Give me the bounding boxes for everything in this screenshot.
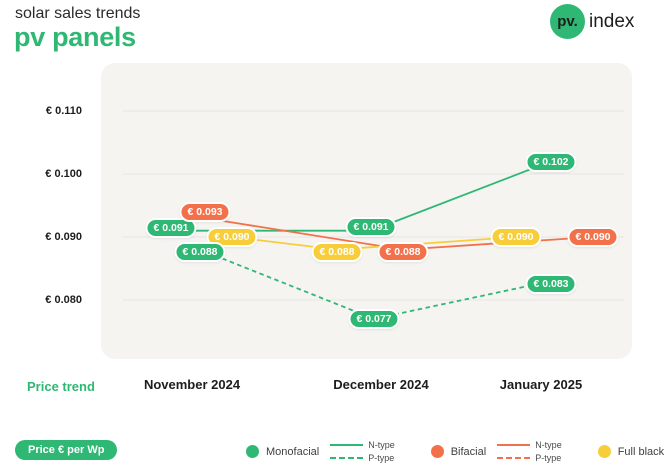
price-label-pill: € 0.077 — [348, 309, 400, 329]
solid-line-icon — [330, 444, 364, 446]
price-label-pill: € 0.091 — [345, 217, 397, 237]
y-tick-label: € 0.100 — [45, 168, 82, 180]
solid-line-icon — [497, 444, 531, 446]
y-tick-label: € 0.080 — [45, 294, 82, 306]
line-type-label: N-type — [368, 440, 395, 450]
legend-line-samples: N-type P-type — [330, 440, 395, 463]
line-type-label: N-type — [535, 440, 562, 450]
bifacial-dot-icon — [430, 445, 444, 458]
price-label-pill: € 0.102 — [525, 152, 577, 172]
monofacial-dot-icon — [246, 445, 259, 458]
unit-badge: Price € per Wp — [15, 440, 118, 460]
dashed-line-icon — [330, 457, 364, 459]
price-label-pill: € 0.088 — [311, 242, 363, 262]
price-label-pill: € 0.088 — [377, 242, 429, 262]
price-label-pill: € 0.083 — [525, 274, 577, 294]
line-type-label: P-type — [535, 453, 562, 463]
price-label-pill: € 0.090 — [567, 227, 619, 247]
price-label-pill: € 0.091 — [145, 218, 197, 238]
legend-group-bifacial: Bifacial N-type P-type — [430, 440, 562, 463]
page-subtitle: solar sales trends — [15, 5, 141, 22]
logo-wordmark: index — [589, 10, 635, 32]
legend-group-monofacial: Monofacial N-type P-type — [246, 440, 395, 463]
legend-group-full-black: Full black — [597, 445, 665, 458]
price-trend-label: Price trend — [27, 379, 95, 394]
legend-label: Bifacial — [450, 445, 487, 458]
legend-line-samples: N-type P-type — [497, 440, 562, 463]
price-label-pill: € 0.088 — [174, 242, 226, 262]
line-type-label: P-type — [368, 453, 395, 463]
logo-circle-icon: pv. — [550, 4, 585, 39]
dashed-line-icon — [497, 457, 531, 459]
pv-index-logo: pv. index — [550, 4, 634, 39]
page-title: pv panels — [14, 22, 136, 52]
x-axis-label: December 2024 — [333, 377, 429, 392]
price-label-pill: € 0.093 — [179, 202, 231, 222]
x-axis-label: November 2024 — [143, 377, 241, 392]
legend-label: Monofacial — [266, 445, 320, 458]
y-tick-label: € 0.110 — [45, 105, 82, 117]
x-axis-label: January 2025 — [499, 377, 583, 392]
price-label-pill: € 0.090 — [490, 227, 542, 247]
y-tick-label: € 0.090 — [45, 231, 82, 243]
legend-label: Full black — [617, 445, 665, 458]
full-black-dot-icon — [597, 445, 611, 458]
chart-legend: Monofacial N-type P-type Bifacial N-type — [246, 440, 664, 463]
